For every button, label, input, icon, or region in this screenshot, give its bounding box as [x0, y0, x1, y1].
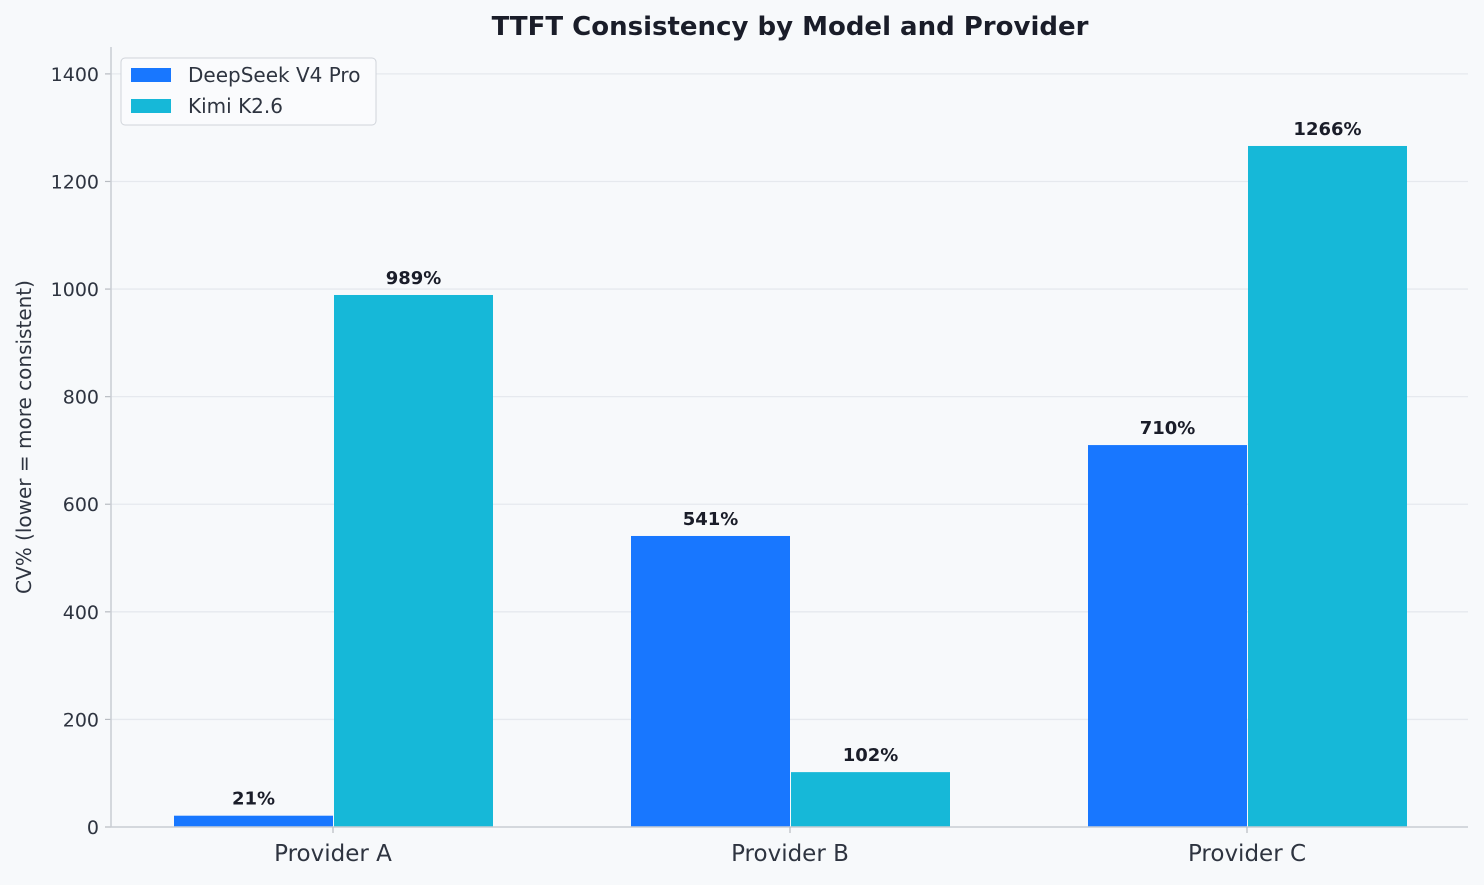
y-tick-label: 200	[63, 709, 99, 731]
y-tick-label: 1400	[51, 64, 99, 86]
legend-swatch-deepseek	[131, 68, 171, 82]
data-labels: 21% 989% 541% 102% 710% 1266%	[232, 119, 1362, 810]
x-tick-label: Provider B	[731, 841, 849, 867]
legend: DeepSeek V4 Pro Kimi K2.6	[120, 57, 377, 126]
x-tick-label: Provider A	[274, 841, 392, 867]
data-label: 989%	[386, 268, 442, 289]
y-tick-label: 1200	[51, 171, 99, 193]
data-label: 541%	[683, 509, 739, 530]
data-label: 710%	[1140, 418, 1196, 439]
chart-title: TTFT Consistency by Model and Provider	[492, 12, 1089, 42]
bar-deepseek-provider-c	[1088, 445, 1247, 827]
bar-deepseek-provider-b	[631, 535, 790, 827]
legend-label-kimi: Kimi K2.6	[188, 94, 283, 118]
bar-kimi-provider-a	[334, 294, 493, 827]
axes: 0 200 400 600 800 1000 1200 1400 Provider A Provi…	[51, 47, 1468, 867]
legend-swatch-kimi	[131, 99, 171, 113]
bars	[174, 145, 1407, 827]
data-label: 1266%	[1293, 119, 1361, 140]
bar-deepseek-provider-a	[174, 815, 333, 827]
y-tick-label: 1000	[51, 279, 99, 301]
x-tick-label: Provider C	[1188, 841, 1306, 867]
bar-kimi-provider-c	[1248, 145, 1407, 827]
y-tick-label: 400	[63, 602, 99, 624]
y-tick-label: 0	[87, 817, 99, 839]
data-label: 21%	[232, 789, 275, 810]
y-tick-label: 800	[63, 387, 99, 409]
bar-kimi-provider-b	[791, 772, 950, 827]
legend-label-deepseek: DeepSeek V4 Pro	[188, 63, 360, 87]
y-tick-label: 600	[63, 494, 99, 516]
legend-box	[120, 57, 377, 126]
y-axis-label: CV% (lower = more consistent)	[12, 280, 36, 594]
data-label: 102%	[843, 745, 899, 766]
